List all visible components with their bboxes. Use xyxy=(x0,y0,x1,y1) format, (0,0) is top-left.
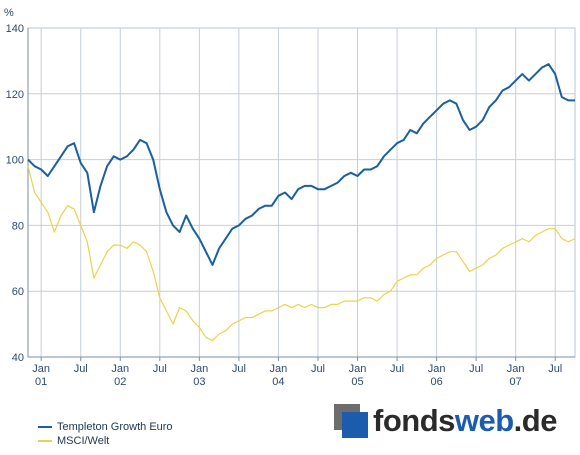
y-tick-label: 120 xyxy=(6,89,24,101)
y-tick-label: 80 xyxy=(12,220,24,232)
x-tick-label: Jul xyxy=(390,363,404,375)
x-year-label: 03 xyxy=(193,376,205,388)
y-tick-label: 40 xyxy=(12,352,24,364)
x-tick-label: Jan xyxy=(270,363,288,375)
legend: Templeton Growth Euro MSCI/Welt xyxy=(38,420,173,448)
x-tick-label: Jan xyxy=(32,363,50,375)
x-tick-label: Jul xyxy=(469,363,483,375)
x-year-label: 07 xyxy=(510,376,522,388)
series-line-msci xyxy=(27,166,576,342)
series-line-templeton xyxy=(27,63,575,266)
y-axis-unit-label: % xyxy=(4,7,14,19)
x-tick-label: Jan xyxy=(349,363,367,375)
x-tick-label: Jul xyxy=(311,363,325,375)
x-tick-label: Jan xyxy=(190,363,208,375)
y-tick-label: 140 xyxy=(6,23,24,35)
legend-swatch-msci xyxy=(38,440,52,442)
plot-area xyxy=(27,27,576,358)
legend-label-msci: MSCI/Welt xyxy=(57,435,110,447)
x-tick-label: Jul xyxy=(153,363,167,375)
legend-label-templeton: Templeton Growth Euro xyxy=(57,421,173,433)
x-year-label: 05 xyxy=(351,376,363,388)
y-tick-label: 60 xyxy=(12,286,24,298)
x-tick-label: Jul xyxy=(232,363,246,375)
x-tick-label: Jul xyxy=(548,363,562,375)
x-tick-label: Jul xyxy=(74,363,88,375)
fondsweb-logo[interactable]: fondsweb.de xyxy=(334,404,557,438)
x-year-label: 04 xyxy=(272,376,284,388)
x-tick-label: Jan xyxy=(507,363,525,375)
legend-item-msci[interactable]: MSCI/Welt xyxy=(38,434,173,448)
logo-text: fondsweb.de xyxy=(373,403,557,438)
legend-item-templeton[interactable]: Templeton Growth Euro xyxy=(38,420,173,434)
legend-swatch-templeton xyxy=(38,426,52,428)
x-tick-label: Jan xyxy=(111,363,129,375)
y-tick-label: 100 xyxy=(6,155,24,167)
logo-square-icon xyxy=(334,404,368,438)
x-year-label: 01 xyxy=(35,376,47,388)
x-year-label: 02 xyxy=(114,376,126,388)
x-tick-label: Jan xyxy=(428,363,446,375)
x-year-label: 06 xyxy=(430,376,442,388)
